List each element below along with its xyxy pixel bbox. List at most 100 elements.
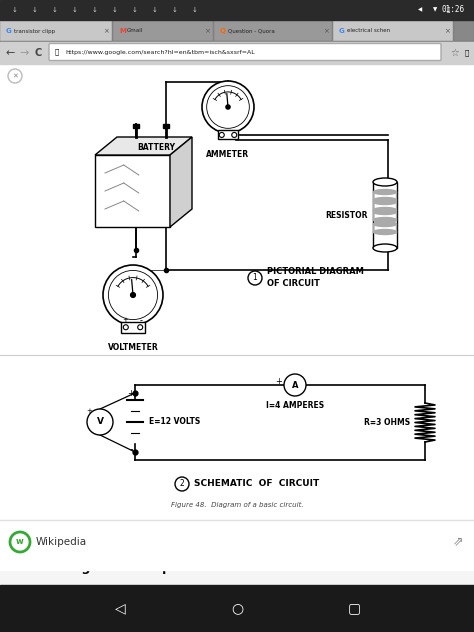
Polygon shape: [95, 155, 170, 227]
Text: Circuit diagram - Wikipedia: Circuit diagram - Wikipedia: [10, 561, 201, 574]
Text: ◀: ◀: [418, 8, 422, 13]
Ellipse shape: [374, 190, 396, 195]
Text: VOLTMETER: VOLTMETER: [108, 344, 158, 353]
Text: +: +: [275, 377, 283, 386]
Text: ↓: ↓: [132, 7, 138, 13]
Circle shape: [109, 270, 157, 320]
Circle shape: [103, 265, 163, 325]
Text: E=12 VOLTS: E=12 VOLTS: [149, 418, 200, 427]
Text: ↓: ↓: [52, 7, 58, 13]
Text: BATTERY: BATTERY: [137, 143, 175, 152]
Circle shape: [123, 325, 128, 330]
Text: Figure 48.  Diagram of a basic circuit.: Figure 48. Diagram of a basic circuit.: [171, 502, 303, 508]
Ellipse shape: [373, 178, 397, 186]
Text: ↓: ↓: [72, 7, 78, 13]
Text: Wikipedia: Wikipedia: [36, 537, 87, 547]
Text: -: -: [129, 444, 133, 454]
Text: A: A: [292, 380, 298, 389]
Circle shape: [175, 477, 189, 491]
Text: ×: ×: [204, 28, 210, 34]
Text: ▼: ▼: [433, 8, 437, 13]
Bar: [121, 322, 145, 332]
Text: RESISTOR: RESISTOR: [326, 210, 368, 219]
Text: ↓: ↓: [12, 7, 18, 13]
Circle shape: [232, 133, 237, 137]
Bar: [218, 130, 238, 140]
Text: G: G: [6, 28, 12, 34]
Text: I=4 AMPERES: I=4 AMPERES: [266, 401, 324, 410]
Text: ↓: ↓: [172, 7, 178, 13]
Text: 01:26: 01:26: [442, 6, 465, 15]
Circle shape: [8, 69, 22, 83]
Ellipse shape: [374, 221, 396, 226]
Text: ↓: ↓: [192, 7, 198, 13]
Text: +: +: [128, 389, 135, 399]
Text: 2: 2: [180, 480, 184, 489]
Ellipse shape: [374, 217, 396, 222]
Text: ×: ×: [323, 28, 329, 34]
Bar: [0, 64, 474, 540]
Text: SCHEMATIC  OF  CIRCUIT: SCHEMATIC OF CIRCUIT: [194, 480, 319, 489]
Text: +: +: [86, 408, 92, 414]
Text: AMMETER: AMMETER: [207, 150, 250, 159]
Text: ↓: ↓: [32, 7, 38, 13]
Text: ☆: ☆: [451, 48, 459, 58]
Polygon shape: [95, 137, 192, 155]
Text: -: -: [139, 316, 143, 325]
Polygon shape: [170, 137, 192, 227]
Bar: [0, 0, 474, 20]
Text: ×: ×: [103, 28, 109, 34]
Ellipse shape: [374, 207, 396, 212]
Circle shape: [87, 409, 113, 435]
Text: ←: ←: [5, 48, 15, 58]
Ellipse shape: [373, 244, 397, 252]
Text: ⬛: ⬛: [447, 7, 450, 13]
Text: 1: 1: [253, 274, 257, 283]
Circle shape: [131, 293, 136, 298]
Bar: [373, 182, 397, 248]
Ellipse shape: [374, 200, 396, 205]
Text: M: M: [119, 28, 126, 34]
Circle shape: [219, 133, 224, 137]
Bar: [0, 520, 474, 570]
Ellipse shape: [374, 229, 396, 234]
Text: w: w: [16, 537, 24, 547]
Bar: [163, 124, 169, 128]
Text: ↓: ↓: [92, 7, 98, 13]
Text: ↓: ↓: [152, 7, 158, 13]
Text: R=3 OHMS: R=3 OHMS: [364, 418, 410, 427]
Circle shape: [226, 105, 230, 109]
Text: PICTORIAL DIAGRAM: PICTORIAL DIAGRAM: [267, 267, 364, 277]
Text: ×: ×: [444, 28, 450, 34]
Text: ✕: ✕: [12, 73, 18, 79]
Bar: [133, 124, 139, 128]
Circle shape: [10, 532, 30, 552]
Text: 🎤: 🎤: [465, 50, 469, 56]
Bar: [113, 20, 213, 41]
Bar: [214, 20, 332, 41]
Bar: [0, 20, 474, 42]
Text: C: C: [35, 48, 42, 58]
Bar: [454, 20, 474, 41]
Text: Question - Quora: Question - Quora: [228, 28, 275, 33]
Text: OF CIRCUIT: OF CIRCUIT: [267, 279, 320, 288]
Bar: [0, 585, 474, 632]
Text: +: +: [122, 317, 128, 324]
Circle shape: [138, 325, 143, 330]
Text: transistor clipp: transistor clipp: [14, 28, 55, 33]
Text: ↓: ↓: [112, 7, 118, 13]
Text: electrical schen: electrical schen: [347, 28, 390, 33]
Text: G: G: [339, 28, 345, 34]
Text: Gmail: Gmail: [127, 28, 143, 33]
Ellipse shape: [374, 209, 396, 214]
Text: 🔒: 🔒: [55, 49, 59, 56]
FancyBboxPatch shape: [49, 44, 441, 61]
Text: ⇗: ⇗: [453, 535, 463, 549]
Circle shape: [248, 271, 262, 285]
Text: Q: Q: [220, 28, 226, 34]
Bar: [333, 20, 453, 41]
Text: https://www.google.com/search?hl=en&tbm=isch&sxsrf=AL: https://www.google.com/search?hl=en&tbm=…: [65, 50, 255, 55]
Ellipse shape: [374, 197, 396, 202]
Text: ◁: ◁: [115, 601, 125, 615]
Text: ○: ○: [231, 601, 243, 615]
